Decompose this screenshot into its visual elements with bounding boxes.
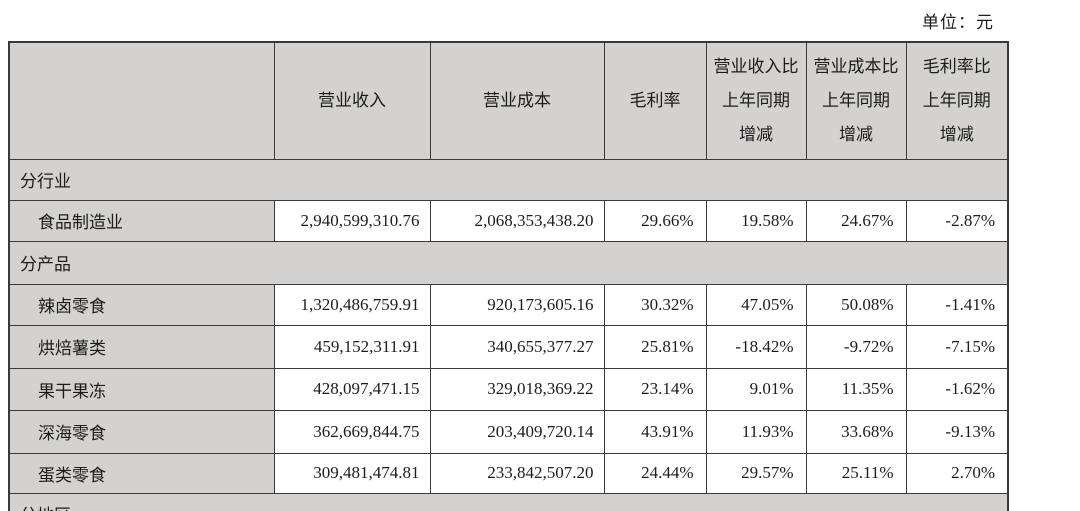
table-row-food-manufacturing: 食品制造业 2,940,599,310.76 2,068,353,438.20 …	[8, 199, 1009, 242]
section-row-by-product: 分产品	[8, 240, 1009, 285]
header-cell-cost: 营业成本	[429, 41, 605, 160]
cost-yoy-value: 50.08%	[805, 283, 907, 326]
revenue-yoy-value: 19.58%	[705, 199, 807, 242]
revenue-value: 362,669,844.75	[273, 409, 431, 454]
gross-margin-value: 25.81%	[603, 324, 707, 369]
margin-yoy-value: -1.41%	[905, 283, 1009, 326]
revenue-value: 459,152,311.91	[273, 324, 431, 369]
revenue-yoy-value: 47.05%	[705, 283, 807, 326]
header-label-line: 营业成本比	[813, 56, 899, 76]
section-row-by-industry: 分行业	[8, 158, 1009, 201]
segment-revenue-table: 营业收入 营业成本 毛利率 营业收入比 上年同期 增减 营业成本比 上年同期 增…	[8, 41, 1009, 511]
unit-label: 单位：元	[922, 13, 994, 32]
header-label-line: 上年同期	[822, 90, 890, 110]
revenue-yoy-value: -18.42%	[705, 324, 807, 369]
table-row-spicy-braised-snacks: 辣卤零食 1,320,486,759.91 920,173,605.16 30.…	[8, 283, 1009, 326]
margin-yoy-value: 2.70%	[905, 452, 1009, 494]
section-label: 分行业	[8, 158, 1009, 201]
revenue-yoy-value: 29.57%	[705, 452, 807, 494]
header-label-line: 上年同期	[722, 90, 790, 110]
cost-value: 920,173,605.16	[429, 283, 605, 326]
revenue-value: 309,481,474.81	[273, 452, 431, 494]
row-label: 食品制造业	[8, 199, 275, 242]
table-row-dried-fruit-jelly: 果干果冻 428,097,471.15 329,018,369.22 23.14…	[8, 367, 1009, 411]
row-label: 果干果冻	[8, 367, 275, 411]
section-row-by-region-clipped: 分地区	[8, 492, 1009, 511]
margin-yoy-value: -2.87%	[905, 199, 1009, 242]
table-row-deep-sea-snacks: 深海零食 362,669,844.75 203,409,720.14 43.91…	[8, 409, 1009, 454]
gross-margin-value: 23.14%	[603, 367, 707, 411]
cost-value: 340,655,377.27	[429, 324, 605, 369]
header-label-line: 增减	[839, 124, 873, 144]
cost-yoy-value: -9.72%	[805, 324, 907, 369]
margin-yoy-value: -7.15%	[905, 324, 1009, 369]
row-label: 辣卤零食	[8, 283, 275, 326]
cost-yoy-value: 25.11%	[805, 452, 907, 494]
cost-value: 233,842,507.20	[429, 452, 605, 494]
header-cell-revenue-yoy: 营业收入比 上年同期 增减	[705, 41, 807, 160]
header-label-line: 上年同期	[922, 90, 991, 110]
cost-value: 2,068,353,438.20	[429, 199, 605, 242]
margin-yoy-value: -9.13%	[905, 409, 1009, 454]
revenue-value: 1,320,486,759.91	[273, 283, 431, 326]
cost-yoy-value: 33.68%	[805, 409, 907, 454]
gross-margin-value: 30.32%	[603, 283, 707, 326]
header-cell-gross-margin: 毛利率	[603, 41, 707, 160]
header-label: 毛利率	[629, 90, 681, 110]
table-row-egg-snacks: 蛋类零食 309,481,474.81 233,842,507.20 24.44…	[8, 452, 1009, 494]
section-label: 分产品	[8, 240, 1009, 285]
revenue-value: 2,940,599,310.76	[273, 199, 431, 242]
row-label: 深海零食	[8, 409, 275, 454]
cost-value: 329,018,369.22	[429, 367, 605, 411]
gross-margin-value: 29.66%	[603, 199, 707, 242]
revenue-yoy-value: 11.93%	[705, 409, 807, 454]
row-label: 蛋类零食	[8, 452, 275, 494]
header-cell-empty	[8, 41, 275, 160]
row-label: 烘焙薯类	[8, 324, 275, 369]
margin-yoy-value: -1.62%	[905, 367, 1009, 411]
revenue-value: 428,097,471.15	[273, 367, 431, 411]
header-label-line: 营业收入比	[713, 56, 799, 76]
header-label-line: 毛利率比	[922, 56, 991, 76]
table-row-baked-potato-snacks: 烘焙薯类 459,152,311.91 340,655,377.27 25.81…	[8, 324, 1009, 369]
header-label: 营业收入	[318, 90, 386, 110]
section-label: 分地区	[8, 492, 1009, 511]
revenue-yoy-value: 9.01%	[705, 367, 807, 411]
gross-margin-value: 24.44%	[603, 452, 707, 494]
header-label-line: 增减	[939, 124, 974, 144]
header-label: 营业成本	[483, 90, 551, 110]
cost-yoy-value: 24.67%	[805, 199, 907, 242]
header-label-line: 增减	[739, 124, 773, 144]
cost-yoy-value: 11.35%	[805, 367, 907, 411]
header-cell-margin-yoy: 毛利率比 上年同期 增减	[905, 41, 1009, 160]
gross-margin-value: 43.91%	[603, 409, 707, 454]
header-cell-revenue: 营业收入	[273, 41, 431, 160]
table-header-row: 营业收入 营业成本 毛利率 营业收入比 上年同期 增减 营业成本比 上年同期 增…	[8, 41, 1009, 160]
header-cell-cost-yoy: 营业成本比 上年同期 增减	[805, 41, 907, 160]
cost-value: 203,409,720.14	[429, 409, 605, 454]
